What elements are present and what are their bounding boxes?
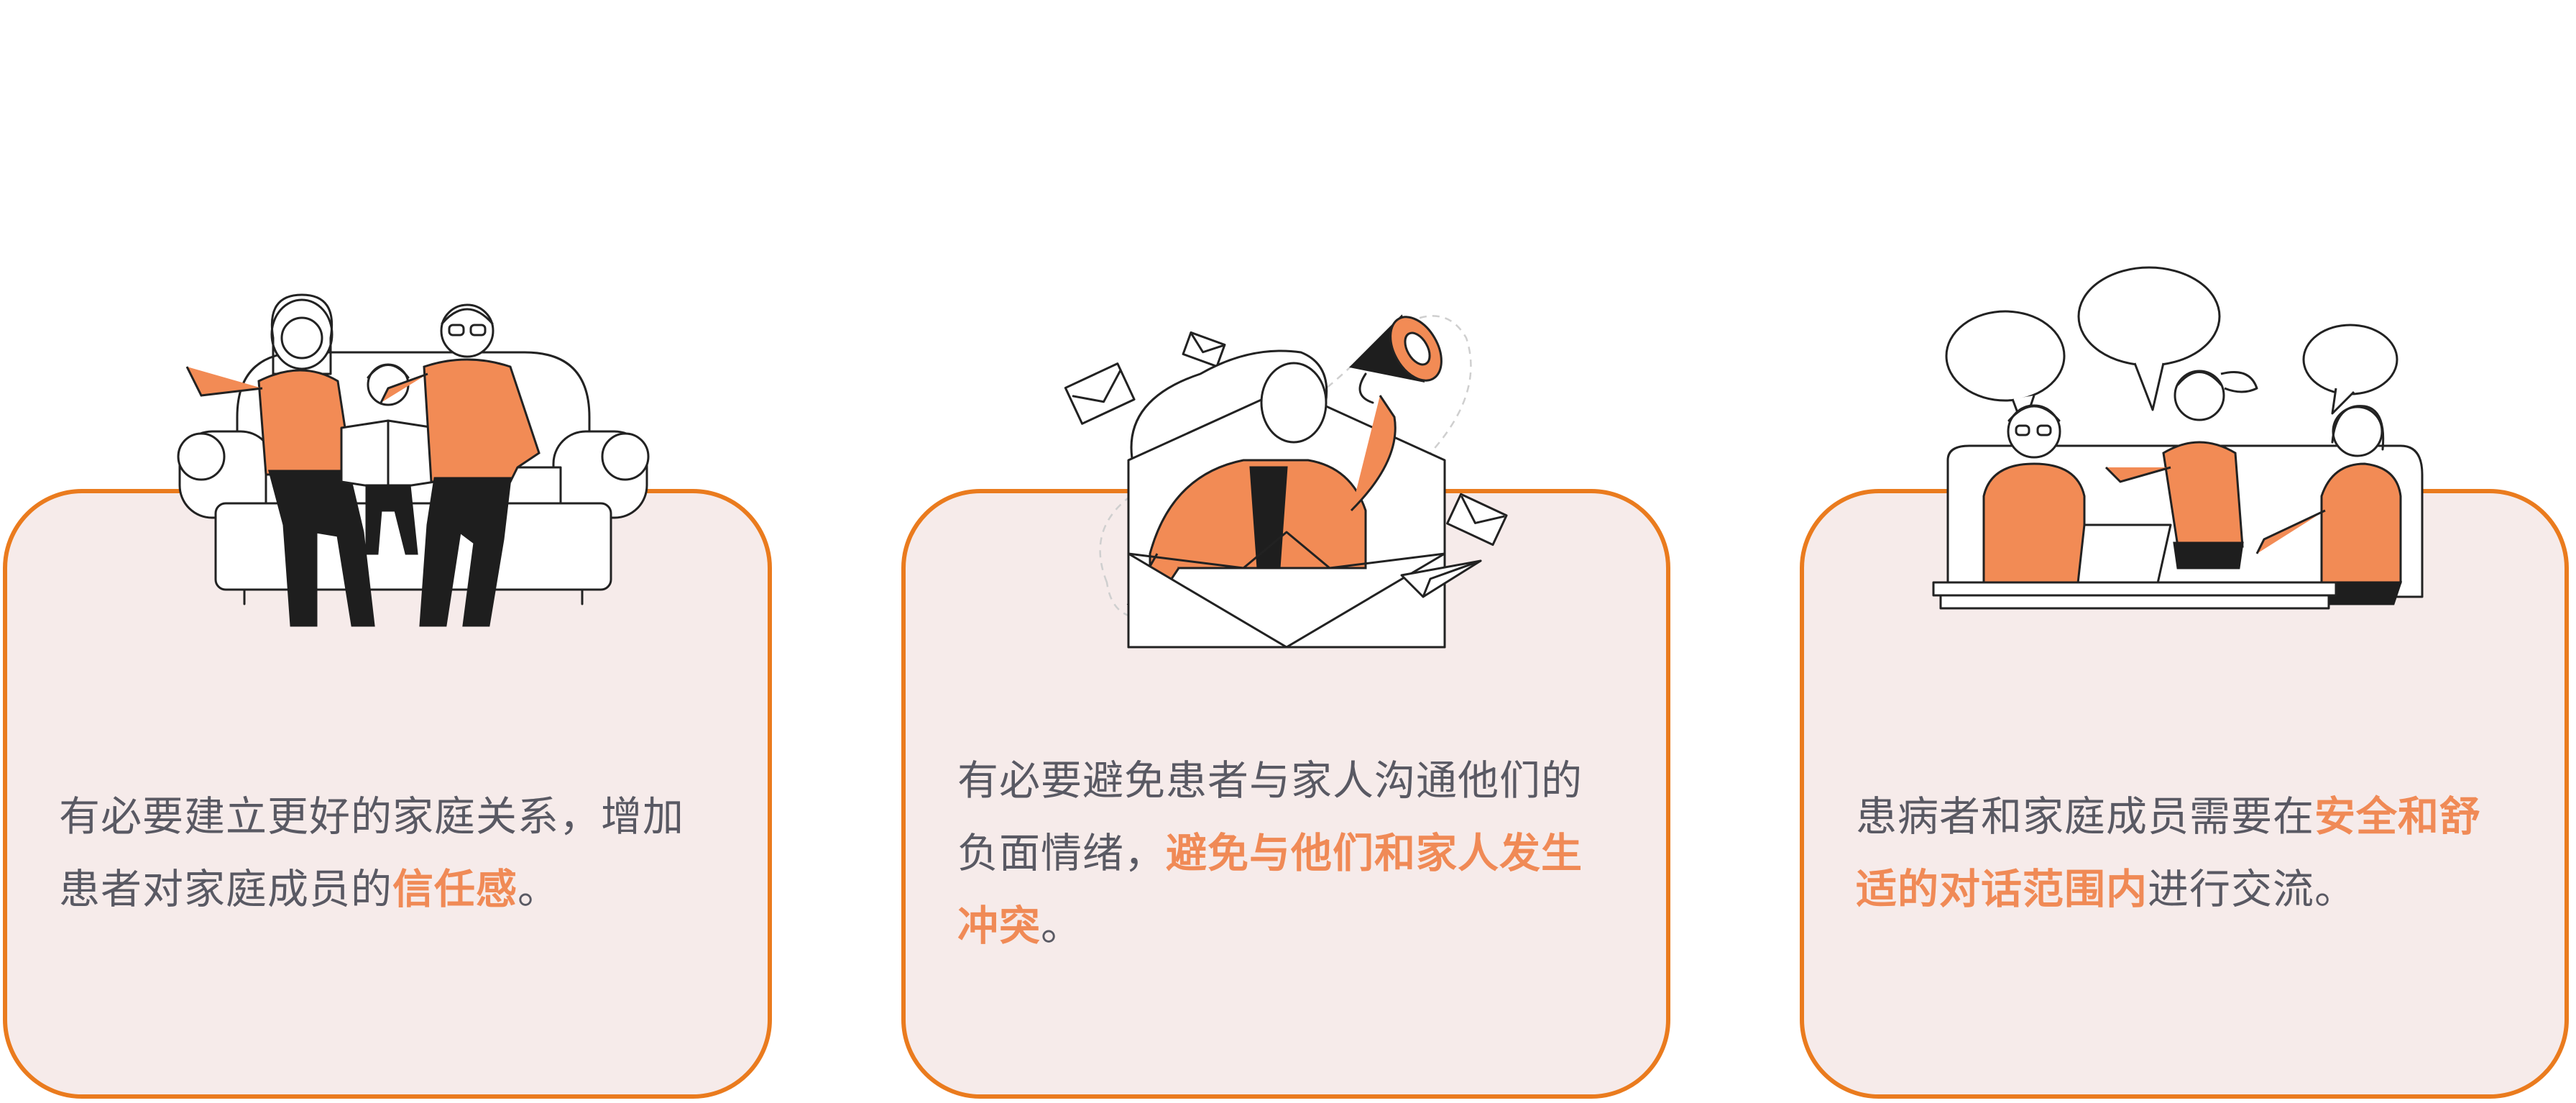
card-text-highlight: 安全和舒适的对话范围内 [1856, 793, 2481, 913]
card-text-after: 进行交流。 [2148, 866, 2356, 913]
family-sofa-illustration [177, 293, 650, 627]
card-description: 患病者和家庭成员需要在安全和舒适的对话范围内进行交流。 [1856, 781, 2517, 926]
card-text-before: 患病者和家庭成员需要在 [1856, 793, 2314, 841]
card-text-after: 。 [518, 866, 559, 913]
card-description: 有必要建立更好的家庭关系，增加患者对家庭成员的信任感。 [59, 781, 720, 926]
envelope-icon [1064, 362, 1136, 425]
megaphone-envelope-illustration [1064, 314, 1508, 649]
card-text-highlight: 避免与他们和家人发生冲突 [957, 830, 1583, 950]
card-description: 有必要避免患者与家人沟通他们的负面情绪，避免与他们和家人发生冲突。 [957, 745, 1619, 963]
speech-bubble-icon [1945, 266, 2398, 429]
card-text-before: 有必要建立更好的家庭关系，增加患者对家庭成员的 [59, 793, 684, 913]
card-text-highlight: 信任感 [392, 866, 518, 913]
group-conversation-illustration [1932, 266, 2424, 610]
paper-plane-icon [1400, 559, 1482, 598]
megaphone-icon [1348, 314, 1443, 404]
card-text-before: 有必要避免患者与家人沟通他们的负面情绪， [957, 757, 1583, 877]
card-text-after: 。 [1041, 902, 1082, 950]
